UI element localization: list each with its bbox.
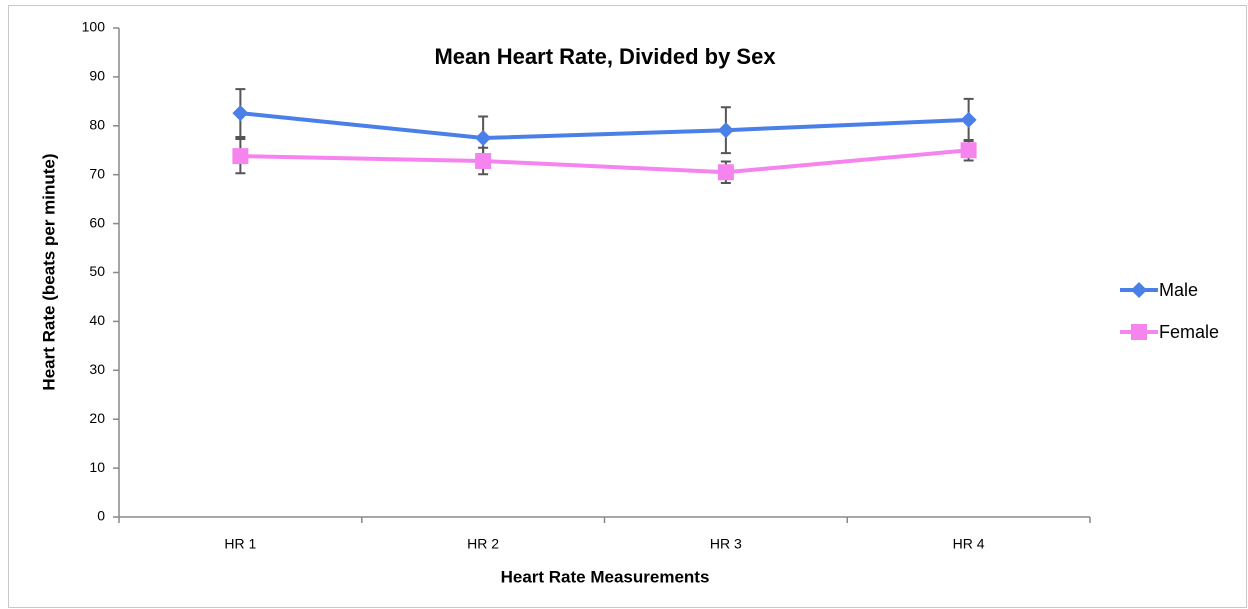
- y-tick-label: 10: [89, 459, 105, 475]
- data-point: [717, 122, 734, 139]
- data-point: [232, 105, 249, 122]
- legend-marker: [1131, 282, 1147, 298]
- y-tick-label: 80: [89, 117, 105, 133]
- y-tick-label: 20: [89, 410, 105, 426]
- series-line: [240, 148, 969, 175]
- y-tick-label: 100: [82, 19, 106, 35]
- data-point: [232, 148, 249, 165]
- chart-title: Mean Heart Rate, Divided by Sex: [434, 44, 776, 69]
- y-tick-label: 30: [89, 361, 105, 377]
- y-tick-label: 50: [89, 263, 105, 279]
- y-axis-title: Heart Rate (beats per minute): [39, 153, 58, 390]
- data-point: [475, 153, 492, 170]
- legend-label: Female: [1159, 322, 1219, 342]
- series-line: [240, 111, 969, 141]
- y-tick-label: 90: [89, 68, 105, 84]
- x-tick-label: HR 4: [953, 536, 985, 552]
- data-point: [475, 130, 492, 147]
- y-tick-label: 0: [97, 508, 105, 524]
- x-tick-label: HR 1: [224, 536, 256, 552]
- data-point: [960, 111, 977, 128]
- data-point: [717, 164, 734, 181]
- legend-marker: [1131, 324, 1147, 340]
- chart-frame: [8, 5, 1247, 608]
- y-tick-label: 60: [89, 214, 105, 230]
- x-tick-label: HR 2: [467, 536, 499, 552]
- y-tick-label: 40: [89, 312, 105, 328]
- x-axis-title: Heart Rate Measurements: [501, 567, 710, 586]
- y-tick-label: 70: [89, 165, 105, 181]
- legend-label: Male: [1159, 280, 1198, 300]
- x-tick-label: HR 3: [710, 536, 742, 552]
- data-point: [960, 142, 977, 159]
